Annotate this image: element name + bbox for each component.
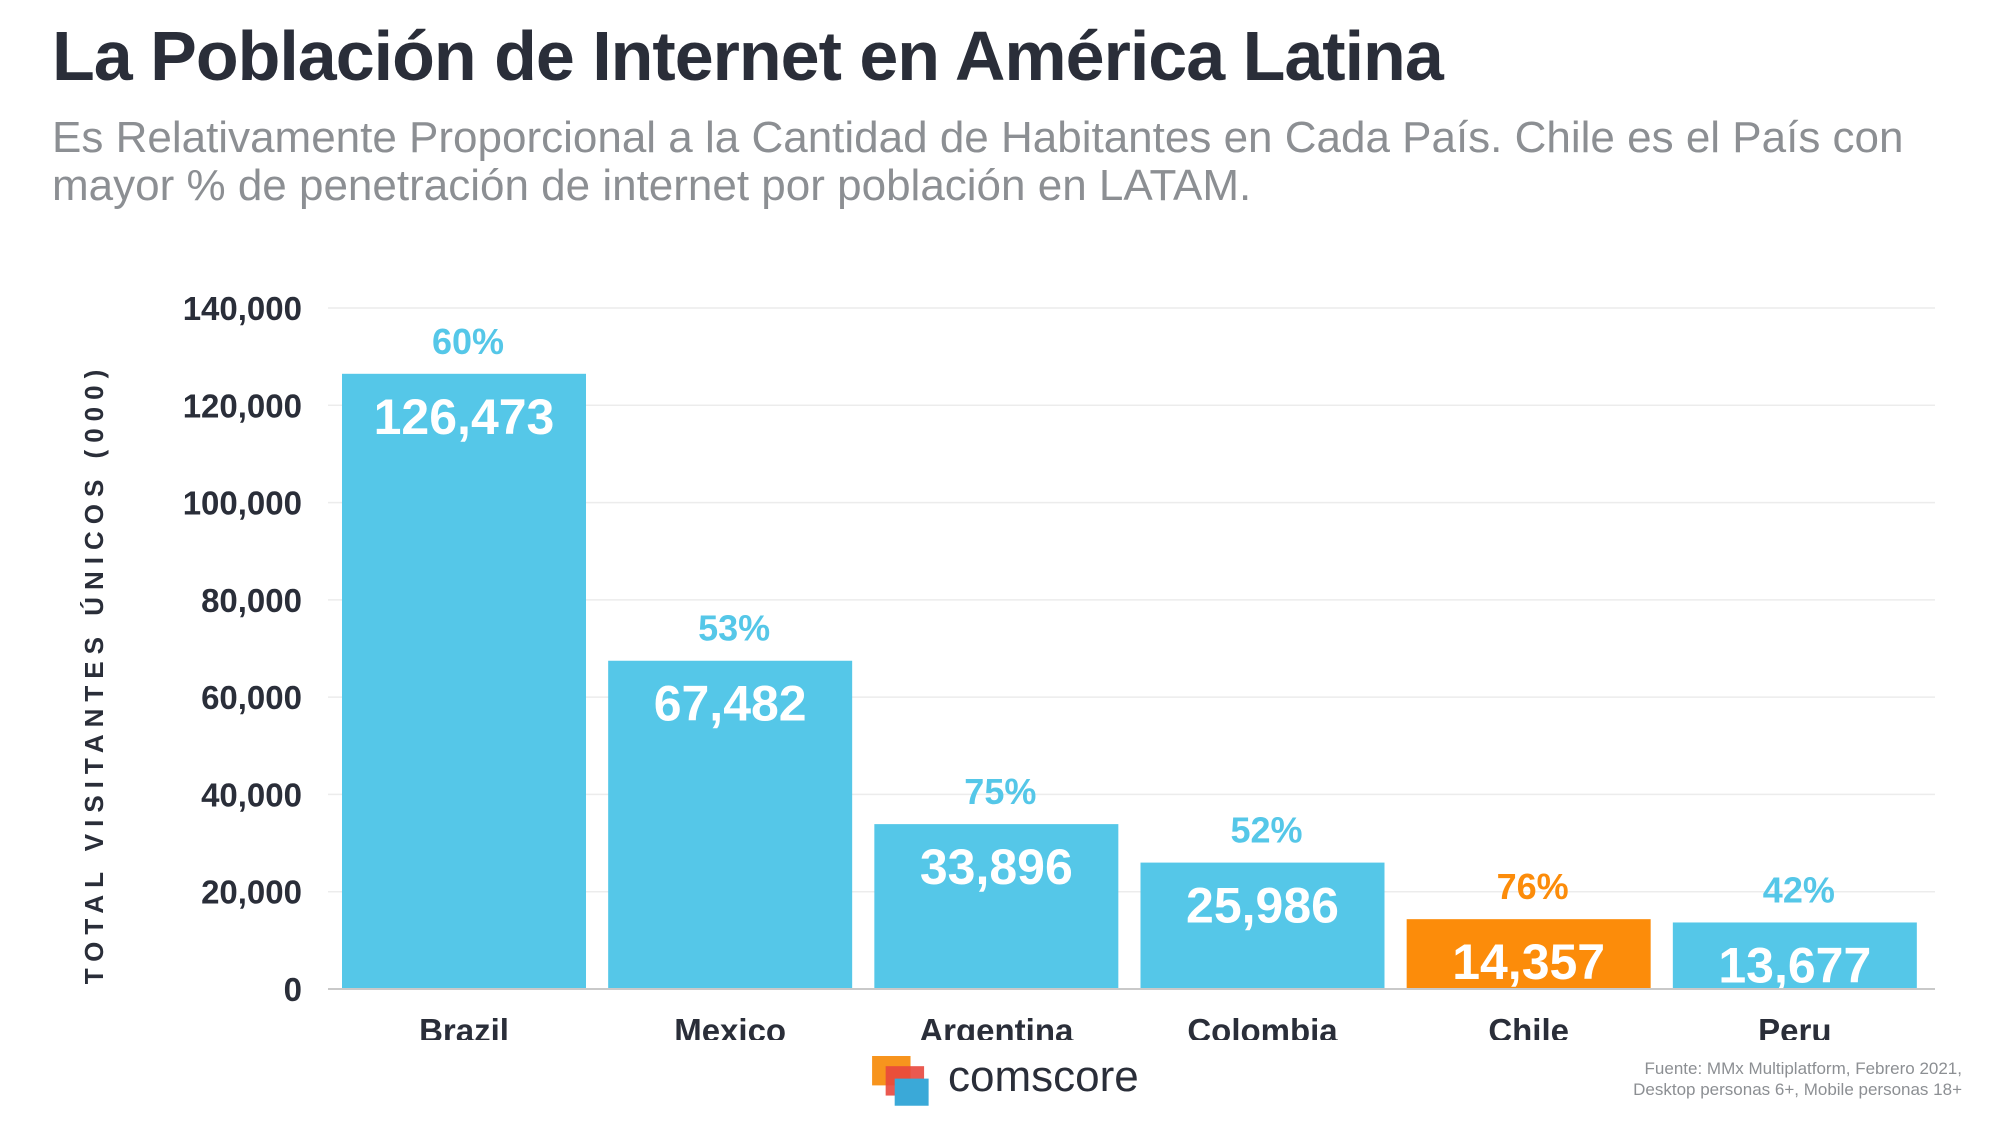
penetration-label: 76%: [1497, 866, 1569, 907]
x-tick-label: Argentina: [919, 1012, 1074, 1040]
chart-subtitle: Es Relativamente Proporcional a la Canti…: [52, 113, 1904, 210]
source-note: Fuente: MMx Multiplatform, Febrero 2021,…: [1633, 1058, 1962, 1100]
x-tick-label: Colombia: [1187, 1012, 1338, 1040]
bar-value-label: 126,473: [374, 389, 555, 445]
source-line-2: Desktop personas 6+, Mobile personas 18+: [1633, 1080, 1962, 1099]
x-tick-label: Chile: [1488, 1012, 1569, 1040]
bar-value-label: 14,357: [1452, 934, 1605, 990]
bar-value-label: 25,986: [1186, 878, 1339, 934]
bar-value-label: 67,482: [654, 676, 807, 732]
source-line-1: Fuente: MMx Multiplatform, Febrero 2021,: [1644, 1059, 1962, 1078]
bar-colombia: [1140, 862, 1385, 989]
penetration-label: 42%: [1763, 869, 1835, 910]
bar-argentina: [874, 824, 1119, 989]
y-tick-label: 0: [284, 971, 302, 1008]
x-tick-label: Mexico: [674, 1012, 786, 1040]
bar-chart: 0 20,000 40,000 60,000 80,000 100,000 120,000 1…: [79, 290, 1935, 1040]
penetration-label: 52%: [1230, 810, 1302, 851]
y-tick-label: 100,000: [183, 485, 302, 522]
x-tick-label: Brazil: [419, 1012, 509, 1040]
x-tick-label: Peru: [1758, 1012, 1831, 1040]
penetration-label: 53%: [698, 608, 770, 649]
bar-brazil: [342, 373, 586, 989]
y-tick-label: 40,000: [201, 776, 302, 813]
bar-value-label: 33,896: [920, 839, 1073, 895]
bar-mexico: [608, 660, 853, 989]
bar-value-label: 13,677: [1718, 937, 1871, 993]
penetration-label: 75%: [964, 771, 1036, 812]
comscore-logo-icon: [872, 1056, 929, 1106]
bar-peru: [1672, 922, 1917, 989]
brand-name: comscore: [948, 1052, 1139, 1101]
y-tick-label: 80,000: [201, 582, 302, 619]
y-tick-label: 120,000: [183, 387, 302, 424]
bar-chile: [1406, 919, 1651, 989]
penetration-label: 60%: [432, 321, 504, 362]
y-tick-label: 140,000: [183, 290, 302, 327]
y-axis-title: TOTAL VISITANTES ÚNICOS (000): [79, 363, 109, 984]
y-tick-label: 60,000: [201, 679, 302, 716]
y-tick-label: 20,000: [201, 874, 302, 911]
chart-title: La Población de Internet en América Lati…: [52, 17, 1444, 95]
